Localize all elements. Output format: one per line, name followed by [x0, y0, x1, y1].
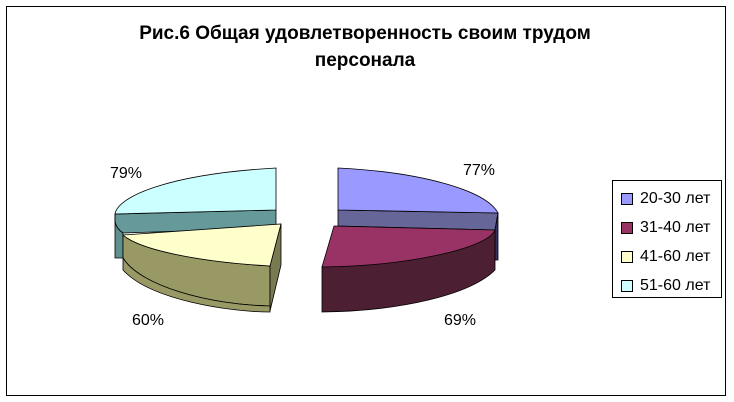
chart-title: Рис.6 Общая удовлетворенность своим труд… — [60, 20, 670, 74]
pie-slice-20-30-top — [337, 167, 499, 214]
legend-item-31-40: 31-40 лет — [621, 218, 710, 238]
pie-slice-51-60-top — [114, 167, 277, 215]
chart-title-line-2: персонала — [314, 50, 416, 71]
data-label-79: 79% — [110, 165, 142, 182]
legend-label-51-60: 51-60 лет — [640, 277, 711, 294]
legend-item-20-30: 20-30 лет — [621, 189, 710, 209]
legend-item-51-60: 51-60 лет — [621, 276, 710, 296]
pie-slice-20-30 — [337, 167, 499, 261]
pie-slice-31-40-top — [321, 225, 496, 268]
legend-label-41-60: 41-60 лет — [640, 248, 711, 265]
legend-swatch-31-40 — [621, 222, 633, 234]
data-label-69: 69% — [444, 312, 476, 329]
pie-slice-31-40 — [321, 225, 496, 313]
legend-swatch-41-60 — [621, 251, 633, 263]
legend-label-31-40: 31-40 лет — [640, 219, 711, 236]
data-label-77: 77% — [463, 162, 495, 179]
legend-swatch-51-60 — [621, 280, 633, 292]
pie-slice-41-60-top — [122, 223, 282, 267]
legend-label-20-30: 20-30 лет — [640, 190, 711, 207]
data-label-60: 60% — [132, 312, 164, 329]
chart-legend: 20-30 лет 31-40 лет 41-60 лет 51-60 лет — [612, 180, 722, 298]
legend-swatch-20-30 — [621, 193, 633, 205]
pie-slice-41-60 — [122, 223, 282, 313]
chart-title-line-1: Рис.6 Общая удовлетворенность своим труд… — [139, 23, 591, 44]
legend-item-41-60: 41-60 лет — [621, 247, 710, 267]
pie-slice-41-60-bottom — [122, 256, 271, 313]
